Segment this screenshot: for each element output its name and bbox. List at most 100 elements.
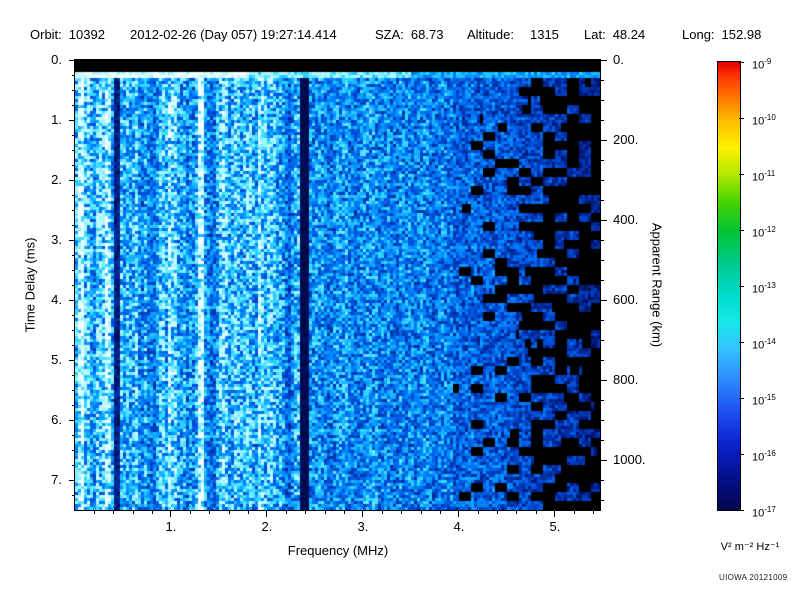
datetime-text: 2012-02-26 (Day 057) 19:27:14.414 <box>130 27 337 42</box>
colorbar-tick <box>739 285 744 287</box>
colorbar-exponent: -16 <box>764 449 776 458</box>
y2-major-tick <box>601 379 607 381</box>
x-minor-tick <box>420 511 422 514</box>
colorbar-exponent: -12 <box>764 225 776 234</box>
spectrogram-canvas <box>75 60 600 510</box>
y-minor-tick <box>72 150 75 151</box>
x-minor-tick <box>497 511 499 514</box>
y-minor-tick <box>72 450 75 451</box>
plot-frame <box>74 59 601 511</box>
x-axis: 1. 2. 3. 4. 5. <box>75 511 601 551</box>
x-axis-title: Frequency (MHz) <box>287 543 389 558</box>
y-minor-tick <box>72 345 75 346</box>
y2-minor-tick <box>601 400 604 402</box>
x-minor-tick <box>401 511 403 514</box>
colorbar-tick-label: 10-14 <box>752 337 776 352</box>
x-minor-tick <box>439 511 441 514</box>
y2-minor-tick <box>601 360 604 362</box>
y-minor-tick <box>72 495 75 496</box>
y2-tick-label: 800. <box>613 372 639 388</box>
x-major-tick <box>554 511 556 517</box>
long-value: 152.98 <box>721 27 762 42</box>
y-minor-tick <box>72 105 75 106</box>
x-minor-tick <box>151 511 153 514</box>
x-tick-label: 2. <box>261 519 273 534</box>
y2-minor-tick <box>601 440 604 442</box>
y-tick-label: 2. <box>51 172 62 187</box>
y-minor-tick <box>72 285 75 286</box>
orbit-field: Orbit: 10392 <box>30 27 105 42</box>
x-minor-tick <box>535 511 537 514</box>
colorbar-tick-label: 10-16 <box>752 449 776 464</box>
y-major-tick <box>69 359 75 361</box>
y2-minor-tick <box>601 340 604 342</box>
y-tick-label: 5. <box>51 352 62 367</box>
colorbar-labels: 10-9 10-10 10-11 10-12 10-13 10-14 10-15 10-16 1… <box>739 57 800 520</box>
y2-minor-tick <box>601 80 604 82</box>
x-tick-label: 4. <box>453 519 465 534</box>
colorbar <box>717 61 741 511</box>
y2-major-tick <box>601 219 607 221</box>
y-tick-label: 4. <box>51 292 62 307</box>
y-minor-tick <box>72 405 75 406</box>
y-tick-label: 1. <box>51 112 62 127</box>
colorbar-tick-label: 10-12 <box>752 225 776 240</box>
orbit-value: 10392 <box>68 27 105 42</box>
colorbar-tick <box>739 173 744 175</box>
y-minor-tick <box>72 390 75 391</box>
y-minor-tick <box>72 210 75 211</box>
x-minor-tick <box>132 511 134 514</box>
y-minor-tick <box>72 195 75 196</box>
y-minor-tick <box>72 135 75 136</box>
colorbar-exponent: -9 <box>764 57 772 66</box>
colorbar-exponent: -10 <box>764 113 776 122</box>
y-axis-title-left: Time Delay (ms) <box>22 237 38 333</box>
x-tick-label: 3. <box>357 519 369 534</box>
y-axis-right: 0. 200. 400. 600. 800. 1000. <box>601 52 681 512</box>
y-axis-title-right: Apparent Range (km) <box>649 222 665 348</box>
altitude-field: Altitude: 1315 <box>467 27 559 42</box>
x-minor-tick <box>94 511 96 514</box>
colorbar-tick <box>739 509 744 511</box>
y-minor-tick <box>72 165 75 166</box>
y2-minor-tick <box>601 480 604 482</box>
y2-major-tick <box>601 139 607 141</box>
y-tick-label: 7. <box>51 472 62 487</box>
y-tick-label: 6. <box>51 412 62 427</box>
y-major-tick <box>69 419 75 421</box>
y-minor-tick <box>72 225 75 226</box>
colorbar-tick <box>739 61 744 63</box>
y2-minor-tick <box>601 280 604 282</box>
y2-tick-label: 0. <box>613 52 624 67</box>
y-minor-tick <box>72 255 75 256</box>
y2-minor-tick <box>601 200 604 202</box>
x-tick-label: 1. <box>165 519 177 534</box>
altitude-label: Altitude: <box>467 27 514 42</box>
y-minor-tick <box>72 75 75 76</box>
x-minor-tick <box>286 511 288 514</box>
colorbar-exponent: -15 <box>764 393 776 402</box>
colorbar-exponent: -11 <box>764 169 776 178</box>
colorbar-exponent: -14 <box>764 337 776 346</box>
y2-tick-label: 400. <box>613 212 639 228</box>
long-field: Long: 152.98 <box>682 27 761 42</box>
colorbar-tick <box>739 117 744 119</box>
long-label: Long: <box>682 27 715 42</box>
y-minor-tick <box>72 375 75 376</box>
y-major-tick <box>69 179 75 181</box>
y-axis-left: 0. 1. 2. 3. 4. 5. 6. 7. <box>0 52 75 512</box>
colorbar-units-label: V² m⁻² Hz⁻¹ <box>720 541 780 553</box>
x-major-tick <box>266 511 268 517</box>
x-minor-tick <box>574 511 576 514</box>
x-minor-tick <box>593 511 595 514</box>
y-major-tick <box>69 299 75 301</box>
x-minor-tick <box>343 511 345 514</box>
colorbar-tick-label: 10-13 <box>752 281 776 296</box>
y-tick-label: 0. <box>51 52 62 67</box>
y2-minor-tick <box>601 160 604 162</box>
x-minor-tick <box>113 511 115 514</box>
colorbar-tick-label: 10-17 <box>752 505 776 520</box>
x-major-tick <box>362 511 364 517</box>
credit-text: UIOWA 20121009 <box>719 573 788 582</box>
x-minor-tick <box>478 511 480 514</box>
